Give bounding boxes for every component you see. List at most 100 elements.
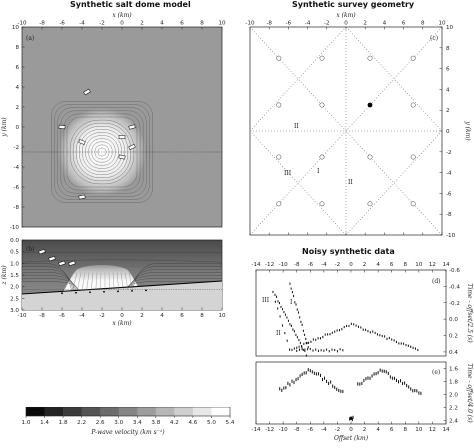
survey-line (250, 27, 442, 235)
receiver-marker (83, 88, 91, 96)
traveltime-pick-II (281, 324, 283, 327)
colorbar-step (192, 407, 212, 416)
velocity-contour (88, 138, 116, 166)
traveltime-pick-II (414, 347, 416, 350)
traveltime-pick-II (338, 329, 340, 332)
traveltime-pick (305, 371, 307, 375)
traveltime-pick-II (277, 307, 279, 310)
colorbar-tick-label: 2.2 (77, 420, 86, 426)
offset-tick-label: -4 (321, 427, 327, 433)
traveltime-pick-III (304, 349, 306, 353)
y-tick-label: -2 (446, 150, 452, 156)
traveltime-pick-III (284, 313, 286, 316)
traveltime-pick-II (353, 323, 355, 326)
traveltime-pick (349, 416, 351, 420)
traveltime-pick (357, 382, 359, 386)
traveltime-pick (326, 379, 328, 384)
x-tick-label: -6 (286, 21, 292, 27)
panel-d-traveltimes: (d) III I II (255, 269, 447, 357)
traveltime-pick (307, 368, 309, 372)
colorbar-step (44, 407, 64, 416)
traveltime-pick-II (310, 340, 312, 343)
traveltime-pick-II (309, 347, 311, 351)
y-tick-label: 6 (446, 67, 450, 73)
traveltime-pick-II (384, 335, 386, 338)
traveltime-pick (319, 373, 321, 378)
traveltime-pick-I (290, 287, 292, 290)
panel-b-label: (b) (26, 246, 35, 253)
source-point (103, 290, 105, 293)
traveltime-pick-II (317, 349, 319, 352)
y-tick-label: 0 (15, 125, 19, 131)
traveltime-pick-II (336, 350, 338, 353)
receiver-open (319, 154, 325, 160)
traveltime-pick (324, 376, 326, 380)
traveltime-pick-II (319, 337, 321, 340)
receiver-open (319, 55, 325, 61)
traveltime-pick (352, 415, 354, 420)
z-tick-label: 2.5 (10, 296, 19, 302)
traveltime-pick (416, 389, 418, 393)
traveltime-pick-II (398, 342, 400, 345)
x-tick-label: 10 (218, 313, 226, 319)
traveltime-pick (303, 371, 305, 375)
y-tick-label: -8 (13, 205, 19, 211)
receiver-open (276, 55, 282, 61)
receiver-marker (78, 139, 86, 145)
x-tick-label: 8 (200, 313, 204, 319)
traveltime-pick-I (295, 303, 297, 306)
panel-a-label: (a) (26, 35, 34, 42)
receiver-marker (118, 154, 126, 160)
x-tick-label: 10 (438, 21, 446, 27)
traveltime-pick-II (405, 343, 407, 347)
traveltime-pick (375, 372, 377, 376)
receiver-marker (118, 135, 126, 139)
traveltime-pick (418, 391, 420, 395)
survey-line (345, 27, 442, 132)
traveltime-pick-I (306, 341, 308, 345)
y-tick-label: -8 (446, 212, 452, 218)
z-tick-label: 1.0 (10, 261, 19, 267)
traveltime-pick (412, 389, 414, 393)
receiver-marker (128, 143, 136, 151)
model-title: Synthetic salt dome model (70, 0, 191, 9)
receiver-marker (58, 260, 66, 267)
offset-tick-label: 2 (363, 262, 367, 268)
y-tick-label: 4 (446, 87, 450, 93)
time-tick-label: -0.4 (449, 284, 460, 290)
offset-tick-label: -10 (279, 262, 289, 268)
x-tick-label: 8 (421, 21, 425, 27)
colorbar-tick-label: 5.4 (226, 420, 234, 426)
traveltime-pick-II (395, 340, 397, 344)
traveltime-pick (377, 371, 379, 375)
traveltime-pick (336, 387, 338, 391)
time-tick-label: 1.6 (449, 367, 458, 373)
traveltime-pick (404, 381, 406, 385)
traveltime-pick-I (297, 311, 299, 314)
colorbar-step (63, 407, 82, 416)
x-axis-label: x (km) (112, 320, 132, 327)
x-tick-label: -6 (59, 313, 65, 319)
offset-tick-label: 4 (376, 427, 380, 433)
x-tick-label: -10 (17, 21, 27, 27)
traveltime-pick (293, 380, 295, 384)
traveltime-pick-II (407, 344, 409, 347)
colorbar-tick-label: 4.6 (188, 420, 197, 426)
traveltime-pick-II (284, 332, 286, 335)
traveltime-pick-III (295, 333, 297, 337)
x-tick-label: 6 (180, 313, 184, 319)
panel-e-label: (e) (432, 369, 440, 376)
traveltime-pick-II (326, 348, 328, 351)
traveltime-pick-II (355, 324, 357, 327)
y-tick-label: 2 (15, 105, 19, 111)
traveltime-pick (291, 379, 293, 383)
x-tick-label: 0 (120, 313, 124, 319)
traveltime-pick (398, 380, 399, 384)
ray-path (77, 272, 82, 291)
receiver-open (367, 55, 373, 61)
traveltime-pick-II (312, 349, 314, 352)
traveltime-pick-III (301, 345, 303, 348)
traveltime-pick-III (278, 301, 280, 305)
z-tick-label: 3.0 (10, 308, 19, 314)
model-figure: (a) (b) -10-1010-8-88-6-66-4-44-2-220002… (1, 12, 226, 327)
